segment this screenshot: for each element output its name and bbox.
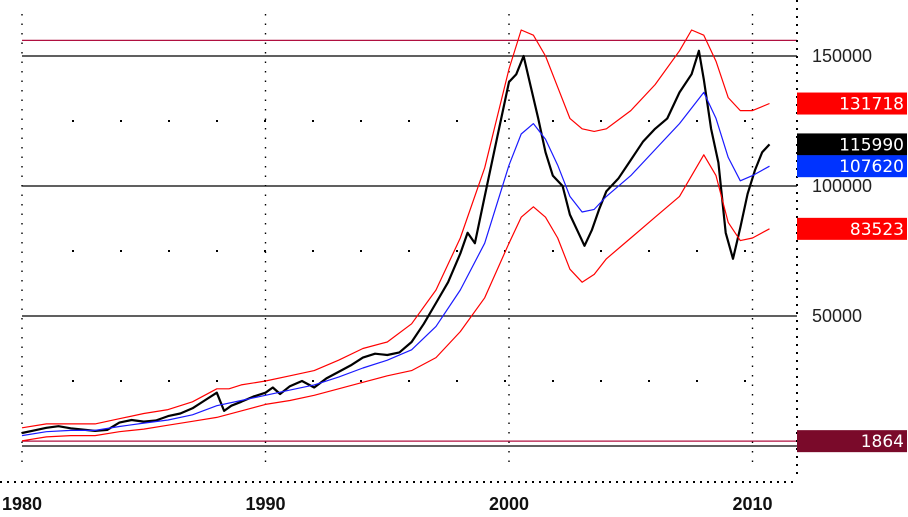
value-tag: 107620 <box>797 155 907 178</box>
value-tag-bg <box>797 430 907 453</box>
series-line-3 <box>21 154 770 442</box>
value-tag-label: 115990 <box>839 135 904 155</box>
value-tag: 1864 <box>797 430 907 453</box>
value-tag-label: 83523 <box>850 220 904 240</box>
reference-lines <box>22 39 797 442</box>
y-tick-label: 150000 <box>812 46 872 66</box>
x-tick-label: 1980 <box>2 494 42 514</box>
series-line-1 <box>21 91 770 437</box>
x-tick-label: 2000 <box>489 494 529 514</box>
value-tag-label: 107620 <box>839 157 904 177</box>
x-tick-label: 2010 <box>732 494 772 514</box>
value-tag: 83523 <box>797 217 907 240</box>
x-tick-label: 1990 <box>245 494 285 514</box>
value-tag-bg <box>797 217 907 240</box>
y-tick-label: 100000 <box>812 176 872 196</box>
series-layer <box>21 29 771 442</box>
value-tag-label: 1864 <box>861 432 904 452</box>
value-tag-bg <box>797 92 907 115</box>
series-line-2 <box>21 29 770 429</box>
value-tag: 115990 <box>797 133 907 156</box>
value-tag: 131718 <box>797 92 907 115</box>
value-tag-bg <box>797 133 907 156</box>
y-tick-label: 50000 <box>812 306 862 326</box>
series-line-0 <box>21 49 771 435</box>
value-tag-bg <box>797 155 907 178</box>
grid-layer <box>21 14 797 470</box>
axis-labels: 150000 100000 50000 1980 1990 2000 2010 <box>2 46 872 514</box>
value-tag-label: 131718 <box>839 95 904 115</box>
